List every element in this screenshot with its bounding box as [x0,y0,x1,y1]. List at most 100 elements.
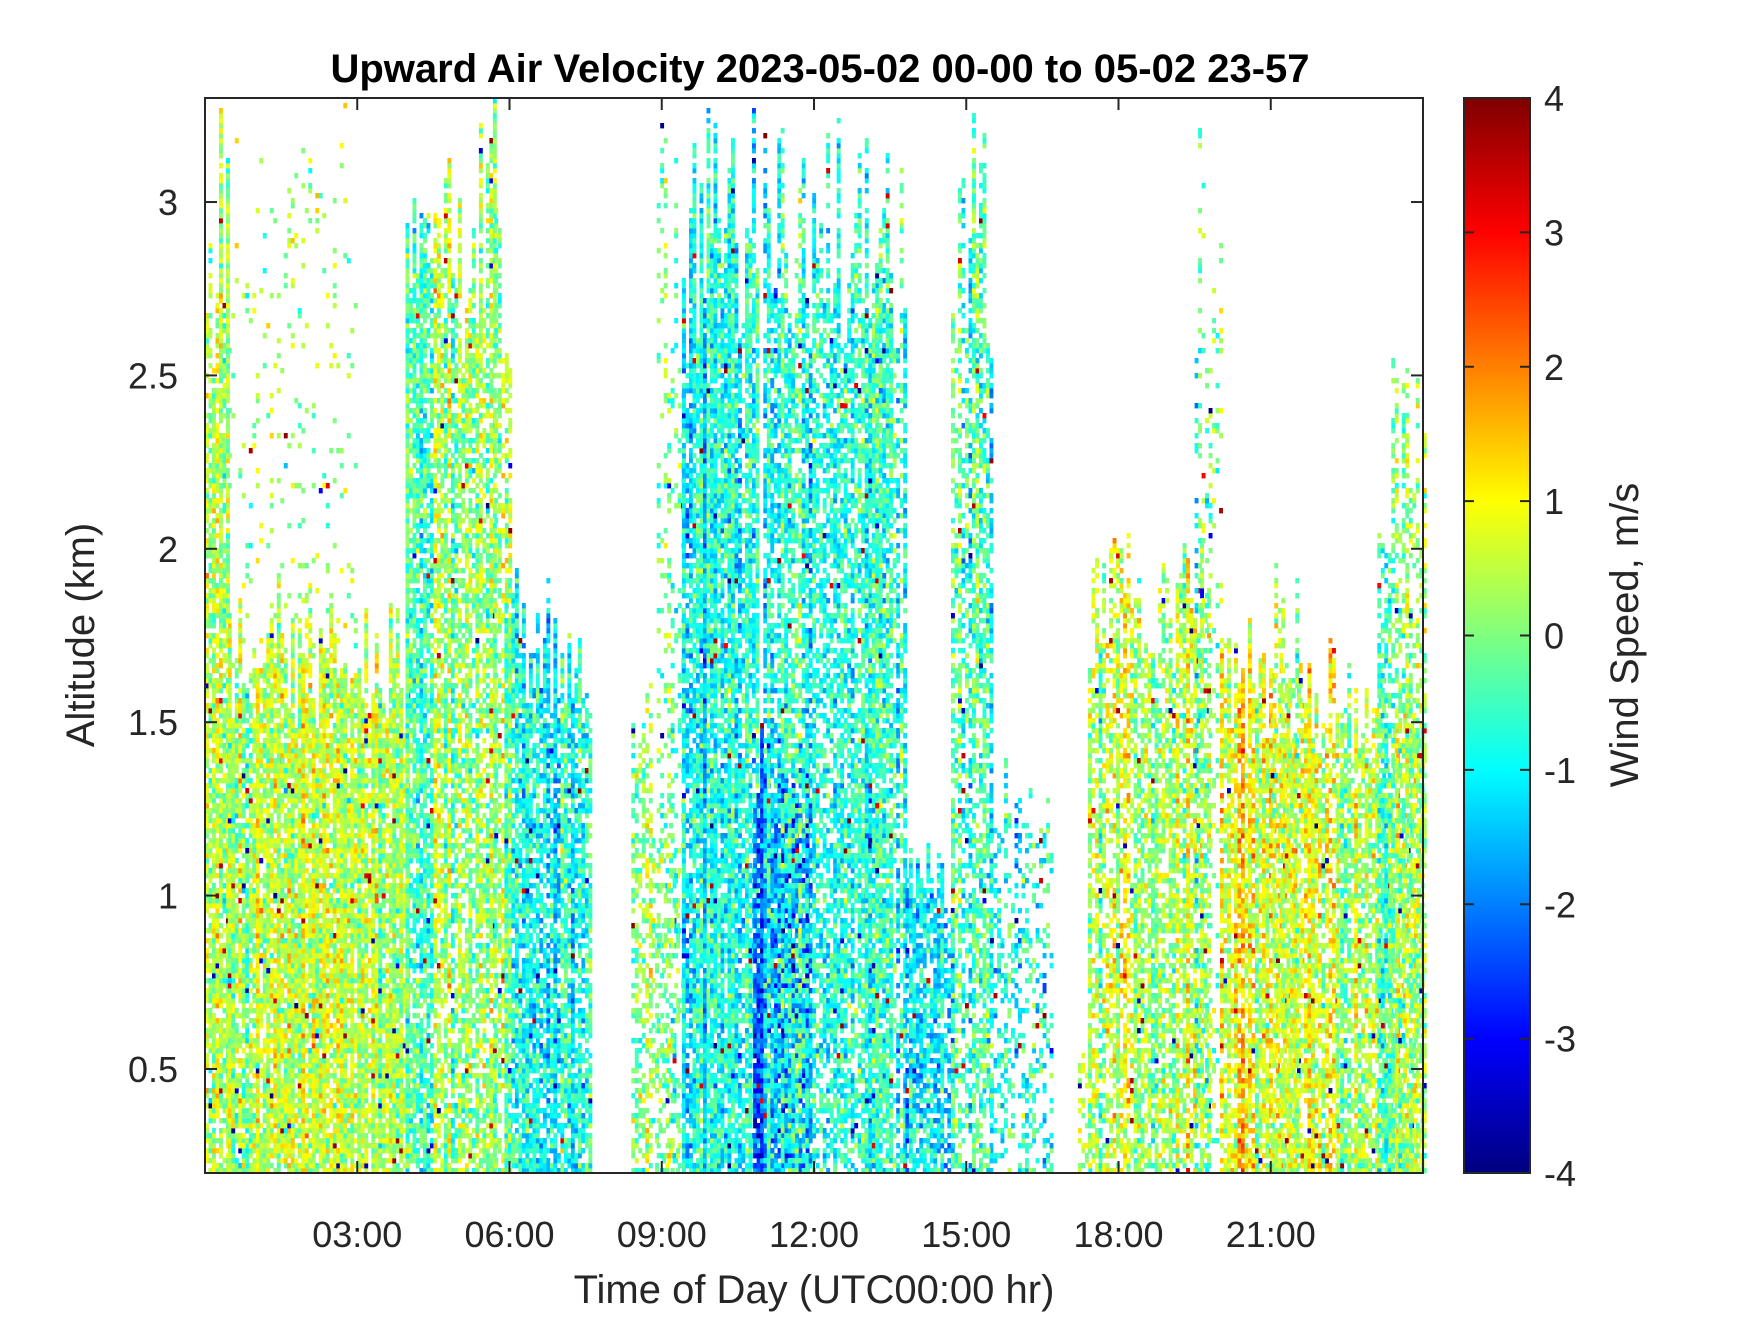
heatmap-cell [231,938,235,943]
heatmap-cell [249,1153,253,1158]
heatmap-cell [249,908,253,913]
heatmap-cell [287,783,291,788]
heatmap-cell [364,928,368,933]
heatmap-cell [308,963,312,968]
heatmap-cell [249,883,253,888]
heatmap-cell [329,688,333,693]
heatmap-cell [315,843,319,848]
heatmap-cell [371,808,375,813]
heatmap-cell [378,783,382,788]
heatmap-cell [238,718,242,723]
heatmap-cell [319,1098,323,1103]
heatmap-cell [336,938,340,943]
heatmap-cell [357,908,361,913]
heatmap-cell [333,633,337,638]
heatmap-cell [315,1138,319,1143]
heatmap-cell [308,1078,312,1083]
heatmap-cell [219,378,223,383]
heatmap-cell [216,1023,220,1028]
heatmap-cell [343,948,347,953]
heatmap-cell [216,748,220,753]
heatmap-cell [298,1043,302,1048]
heatmap-cell [212,523,216,528]
heatmap-cell [238,1093,242,1098]
heatmap-cell [223,1058,227,1063]
heatmap-cell [291,1118,295,1123]
heatmap-cell [216,928,220,933]
heatmap-cell [238,973,242,978]
heatmap-cell [312,888,316,893]
heatmap-cell [368,1108,372,1113]
heatmap-cell [249,1003,253,1008]
heatmap-cell [333,1048,337,1053]
heatmap-cell [343,1043,347,1048]
heatmap-cell [378,1023,382,1028]
heatmap-cell [298,813,302,818]
heatmap-cell [361,1158,365,1163]
heatmap-cell [266,1048,270,1053]
heatmap-cell [219,818,223,823]
heatmap-cell [280,893,284,898]
heatmap-cell [245,943,249,948]
heatmap-cell [242,988,246,993]
heatmap-cell [364,1093,368,1098]
heatmap-cell [216,698,220,703]
heatmap-cell [219,888,223,893]
heatmap-cell [242,993,246,998]
heatmap-cell [385,828,389,833]
heatmap-cell [371,708,375,713]
heatmap-cell [226,223,230,228]
heatmap-cell [219,568,223,573]
heatmap-cell [219,178,223,183]
heatmap-cell [350,993,354,998]
heatmap-cell [354,803,358,808]
heatmap-cell [216,428,220,433]
heatmap-cell [312,908,316,913]
heatmap-cell [322,1158,326,1163]
heatmap-cell [231,1058,235,1063]
heatmap-cell [245,763,249,768]
heatmap-cell [375,893,379,898]
heatmap-cell [371,973,375,978]
heatmap-cell [256,1068,260,1073]
heatmap-cell [287,873,291,878]
heatmap-cell [219,1093,223,1098]
heatmap-cell [378,1043,382,1048]
heatmap-cell [216,1163,220,1168]
heatmap-cell [245,1118,249,1123]
heatmap-cell [273,713,277,718]
heatmap-cell [378,1163,382,1168]
heatmap-cell [350,1083,354,1088]
heatmap-cell [252,743,256,748]
heatmap-cell [347,843,351,848]
heatmap-cell [364,743,368,748]
heatmap-cell [343,1153,347,1158]
heatmap-cell [294,1063,298,1068]
heatmap-cell [329,783,333,788]
heatmap-cell [385,1053,389,1058]
heatmap-cell [357,993,361,998]
heatmap-cell [382,1018,386,1023]
heatmap-cell [216,998,220,1003]
heatmap-cell [315,898,319,903]
heatmap-cell [371,793,375,798]
heatmap-cell [287,1048,291,1053]
heatmap-cell [219,968,223,973]
heatmap-cell [235,668,239,673]
heatmap-cell [382,773,386,778]
heatmap-cell [212,1108,216,1113]
heatmap-cell [216,968,220,973]
heatmap-cell [270,878,274,883]
heatmap-cell [340,1018,344,1023]
heatmap-cell [284,1113,288,1118]
heatmap-cell [382,708,386,713]
heatmap-cell [263,1068,267,1073]
heatmap-cell [249,893,253,898]
heatmap-cell [371,938,375,943]
heatmap-cell [226,308,230,313]
heatmap-cell [287,938,291,943]
heatmap-cell [333,1143,337,1148]
heatmap-cell [235,1073,239,1078]
heatmap-cell [326,743,330,748]
heatmap-cell [270,663,274,668]
